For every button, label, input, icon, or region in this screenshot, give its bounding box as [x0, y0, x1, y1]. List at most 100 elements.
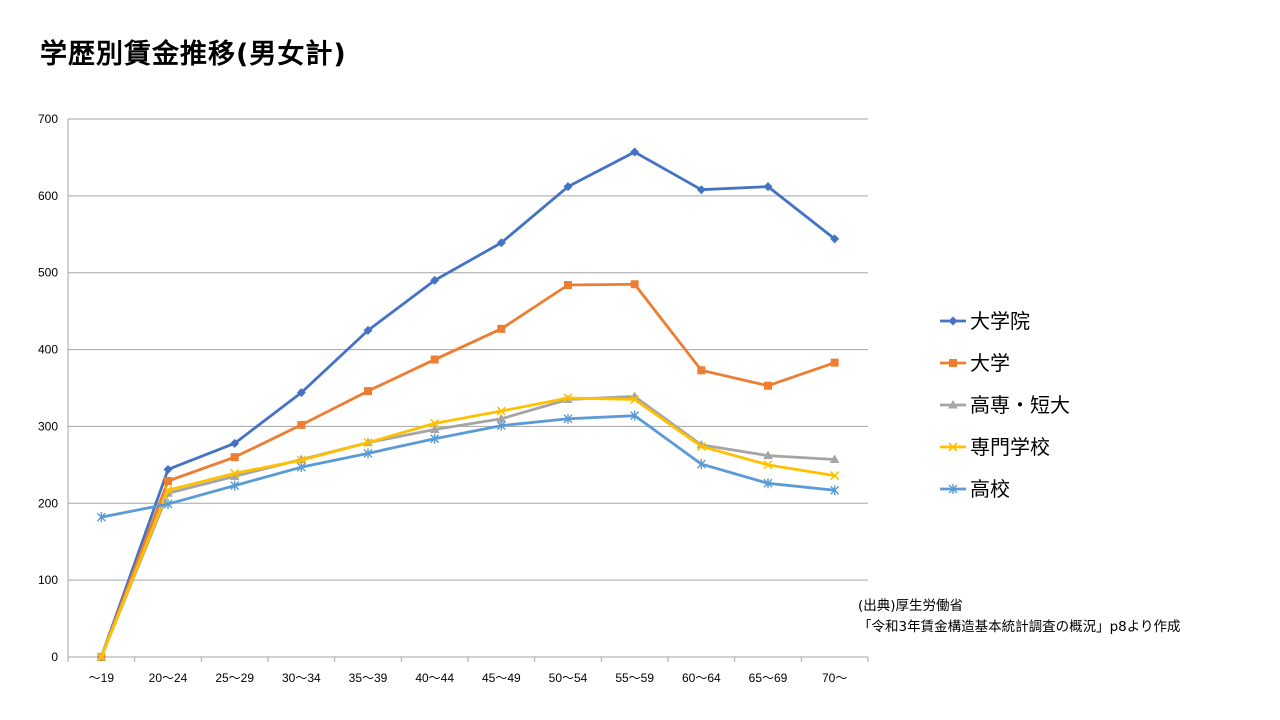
data-point-4-4: [363, 448, 373, 459]
data-point-3-2: [230, 468, 240, 478]
series-line-1: [99, 282, 837, 659]
source-line-2: 「令和3年賃金構造基本統計調査の概況」p8より作成: [858, 619, 1181, 635]
legend-label-3: 専門学校: [970, 435, 1050, 459]
data-point-4-1: [163, 499, 173, 510]
page-title: 学歴別賃金推移(男女計): [40, 39, 347, 70]
legend-item-3: 専門学校: [940, 435, 1050, 459]
series-line-3: [99, 396, 837, 659]
y-tick-label-700: 700: [38, 112, 58, 126]
data-point-0-1: [163, 464, 173, 474]
x-tick-label-2: 25～29: [215, 671, 254, 685]
data-point-0-7: [563, 182, 573, 192]
data-point-0-2: [230, 438, 240, 448]
data-point-3-0: [96, 652, 106, 662]
data-point-3-7: [563, 393, 573, 403]
x-tick-label-8: 55～59: [615, 671, 654, 685]
data-point-3-4: [363, 438, 373, 448]
data-point-4-8: [630, 410, 640, 421]
y-tick-label-0: 0: [51, 650, 58, 664]
data-point-1-2: [230, 453, 239, 462]
data-point-1-8: [630, 280, 639, 289]
series-line-0: [99, 150, 837, 659]
data-point-3-11: [830, 471, 840, 481]
data-point-0-5: [430, 275, 440, 285]
x-tick-label-4: 35～39: [349, 671, 388, 685]
legend-label-2: 高専・短大: [970, 393, 1070, 417]
legend-label-4: 高校: [970, 477, 1010, 501]
data-point-0-8: [630, 147, 640, 157]
data-point-2-10: [763, 450, 773, 460]
data-point-4-3: [296, 462, 306, 473]
data-point-0-10: [763, 182, 773, 192]
legend-marker-2: [948, 400, 958, 409]
data-point-1-1: [164, 476, 172, 485]
data-point-4-2: [230, 480, 240, 491]
data-series: [96, 147, 840, 662]
data-point-1-3: [297, 420, 306, 429]
data-point-2-2: [229, 471, 240, 480]
x-tick-label-3: 30～34: [282, 671, 321, 685]
data-point-0-6: [496, 238, 506, 248]
gridlines: [68, 118, 868, 581]
data-point-1-7: [564, 281, 572, 290]
data-point-0-3: [296, 388, 306, 398]
series-line-2: [99, 395, 837, 659]
data-point-3-8: [630, 394, 640, 405]
legend-marker-3: [948, 442, 958, 452]
legend-item-1: 大学: [940, 351, 1010, 375]
data-point-0-11: [830, 234, 840, 244]
x-tick-label-9: 60～64: [682, 671, 721, 685]
data-point-4-9: [696, 459, 706, 470]
data-point-4-7: [563, 413, 573, 424]
legend-item-0: 大学院: [940, 309, 1030, 333]
y-tick-label-400: 400: [38, 343, 58, 357]
series-3: [96, 393, 840, 662]
x-tick-label-6: 45～49: [482, 671, 521, 685]
legend-marker-4: [948, 484, 958, 494]
series-4: [96, 410, 840, 523]
data-point-4-11: [830, 485, 840, 496]
data-point-1-6: [497, 324, 506, 333]
axes: 0 100 200 300 400 500 600 700 ～19 20～24 25～29 30～34…: [38, 112, 869, 685]
x-tick-label-5: 40～44: [415, 671, 454, 685]
y-tick-label-300: 300: [38, 419, 58, 433]
x-tick-label-7: 50～54: [549, 671, 588, 685]
data-point-3-9: [696, 441, 706, 451]
data-point-3-10: [763, 460, 773, 470]
data-point-1-10: [764, 381, 772, 390]
data-point-1-5: [430, 355, 439, 364]
data-point-2-11: [829, 454, 840, 463]
legend-marker-0: [948, 316, 958, 326]
x-tick-label-0: ～19: [89, 671, 115, 685]
legend-label-1: 大学: [970, 351, 1010, 375]
data-point-2-6: [496, 413, 507, 423]
data-point-1-9: [697, 366, 706, 375]
data-point-4-0: [96, 512, 106, 523]
source-line-1: (出典)厚生労働省: [858, 598, 964, 614]
x-tick-label-1: 20～24: [149, 671, 188, 685]
data-point-0-4: [363, 325, 373, 335]
series-0: [96, 147, 840, 662]
data-point-3-3: [296, 455, 306, 465]
data-point-1-11: [830, 358, 839, 367]
y-tick-label-200: 200: [38, 496, 58, 510]
legend-label-0: 大学院: [970, 309, 1030, 333]
legend-item-4: 高校: [940, 477, 1010, 501]
data-point-1-4: [364, 387, 372, 396]
legend-item-2: 高専・短大: [940, 393, 1070, 417]
source-note: (出典)厚生労働省 「令和3年賃金構造基本統計調査の概況」p8より作成: [858, 596, 1273, 638]
data-point-3-1: [163, 485, 173, 495]
data-point-3-6: [496, 406, 506, 416]
y-tick-label-500: 500: [38, 266, 58, 280]
y-tick-label-100: 100: [38, 573, 58, 587]
x-tick-label-10: 65～69: [749, 671, 788, 685]
data-point-4-5: [430, 433, 440, 444]
data-point-4-6: [496, 420, 506, 431]
series-line-4: [99, 414, 837, 519]
data-point-3-5: [430, 418, 440, 428]
legend-marker-1: [949, 359, 957, 367]
data-point-2-5: [429, 424, 440, 434]
x-tick-label-11: 70～: [822, 671, 847, 685]
